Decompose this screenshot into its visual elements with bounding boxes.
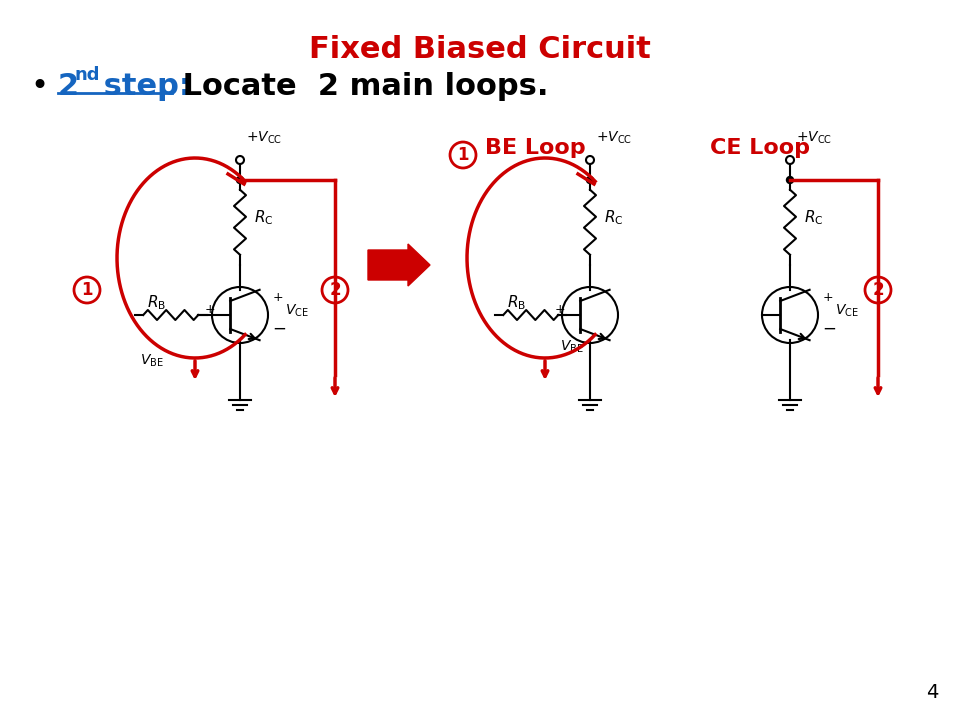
Text: 2: 2 <box>873 281 884 299</box>
Text: $+$: $+$ <box>272 291 283 304</box>
Text: $+V_{\rm CC}$: $+V_{\rm CC}$ <box>596 130 632 146</box>
Text: step:: step: <box>93 72 191 101</box>
Text: $R_{\rm C}$: $R_{\rm C}$ <box>804 208 824 227</box>
Text: 1: 1 <box>457 146 468 164</box>
Text: $-$: $-$ <box>272 319 286 337</box>
Text: $R_{\rm B}$: $R_{\rm B}$ <box>147 293 166 312</box>
Text: $-$: $-$ <box>822 319 836 337</box>
Text: 1: 1 <box>82 281 93 299</box>
Text: Fixed Biased Circuit: Fixed Biased Circuit <box>309 35 651 64</box>
Text: $V_{\rm BE}$: $V_{\rm BE}$ <box>560 339 584 356</box>
Text: 4: 4 <box>925 683 938 702</box>
Text: $V_{\rm BE}$: $V_{\rm BE}$ <box>140 353 164 369</box>
Text: $+V_{\rm CC}$: $+V_{\rm CC}$ <box>246 130 282 146</box>
Text: $R_{\rm C}$: $R_{\rm C}$ <box>254 208 274 227</box>
Text: CE Loop: CE Loop <box>710 138 810 158</box>
Text: $+$: $+$ <box>822 291 833 304</box>
Text: $V_{\rm CE}$: $V_{\rm CE}$ <box>835 303 859 320</box>
Text: $+$: $+$ <box>204 303 215 316</box>
Text: Locate  2 main loops.: Locate 2 main loops. <box>172 72 548 101</box>
Text: $V_{\rm CE}$: $V_{\rm CE}$ <box>285 303 309 320</box>
Circle shape <box>236 176 244 184</box>
Text: $R_{\rm C}$: $R_{\rm C}$ <box>604 208 623 227</box>
Text: 2: 2 <box>329 281 341 299</box>
Text: $+$: $+$ <box>554 303 565 316</box>
Circle shape <box>786 176 794 184</box>
FancyArrow shape <box>368 244 430 286</box>
Circle shape <box>587 176 593 184</box>
Text: $+V_{\rm CC}$: $+V_{\rm CC}$ <box>796 130 832 146</box>
Text: $R_{\rm B}$: $R_{\rm B}$ <box>507 293 526 312</box>
Text: •: • <box>30 72 48 101</box>
Text: 2: 2 <box>58 72 79 101</box>
Text: nd: nd <box>74 66 100 84</box>
Text: BE Loop: BE Loop <box>485 138 586 158</box>
